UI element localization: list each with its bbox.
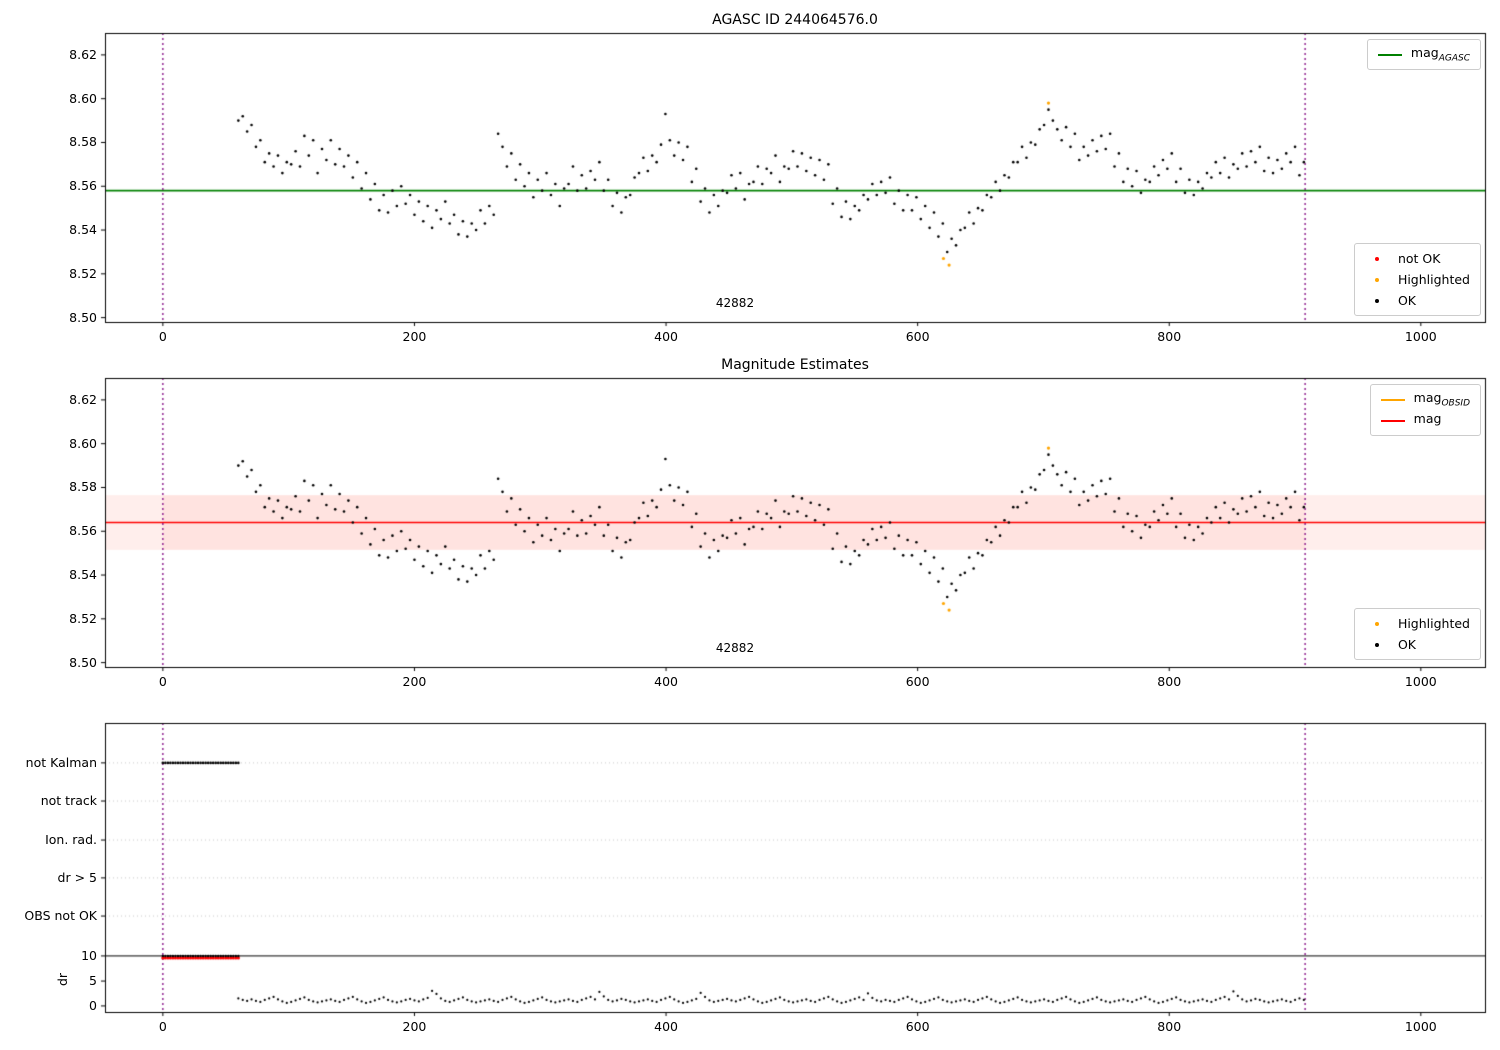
legend-label: magOBSID bbox=[1413, 390, 1470, 409]
tick-label: 8.56 bbox=[69, 178, 97, 194]
tick-label: 400 bbox=[654, 674, 678, 689]
tick-label: 8.56 bbox=[69, 523, 97, 539]
tick-label: 8.54 bbox=[69, 222, 97, 238]
tick-label: 600 bbox=[905, 1019, 930, 1034]
tick-label: OBS not OK bbox=[24, 908, 97, 924]
tick-label: 800 bbox=[1157, 1019, 1182, 1034]
green-line-swatch bbox=[1377, 53, 1402, 56]
tick-label: 1000 bbox=[1404, 674, 1437, 689]
orange-line-swatch bbox=[1380, 398, 1405, 401]
tick-label: dr > 5 bbox=[57, 869, 97, 885]
obsid-label-plot1: 42882 bbox=[715, 296, 755, 310]
tick-label: 0 bbox=[158, 674, 167, 689]
obsid-label-plot2: 42882 bbox=[715, 641, 755, 655]
plot1-title: AGASC ID 244064576.0 bbox=[712, 12, 878, 28]
legend-label: magAGASC bbox=[1410, 45, 1470, 64]
tick-label: 0 bbox=[158, 329, 167, 344]
tick-label: 5 bbox=[89, 973, 97, 989]
legend-label: OK bbox=[1397, 637, 1416, 652]
legend-entry: not OK bbox=[1365, 248, 1470, 269]
legend-mag-lines: magOBSID mag bbox=[1369, 384, 1481, 436]
tick-label: not track bbox=[40, 793, 97, 809]
tick-label: Ion. rad. bbox=[45, 832, 97, 848]
legend-point-status: not OK Highlighted OK bbox=[1353, 243, 1481, 316]
legend-entry: Highlighted bbox=[1365, 269, 1470, 290]
tick-label: 200 bbox=[402, 1019, 427, 1034]
legend-label: OK bbox=[1397, 293, 1416, 308]
legend-mag-agasc: magAGASC bbox=[1366, 39, 1481, 70]
tick-label: 0 bbox=[89, 997, 97, 1013]
tick-label: 200 bbox=[402, 329, 427, 344]
tick-label: 8.52 bbox=[69, 265, 97, 281]
legend-entry: OK bbox=[1365, 634, 1470, 655]
tick-label: 0 bbox=[158, 1019, 167, 1034]
orange-dot-swatch bbox=[1365, 621, 1389, 626]
legend-entry: mag bbox=[1380, 410, 1470, 431]
tick-label: 1000 bbox=[1404, 1019, 1437, 1034]
legend-entry: magOBSID bbox=[1380, 389, 1470, 410]
red-dot-swatch bbox=[1365, 256, 1389, 261]
tick-label: 600 bbox=[905, 329, 930, 344]
tick-label: 8.54 bbox=[69, 567, 97, 583]
tick-label: 1000 bbox=[1404, 329, 1437, 344]
tick-label: 8.62 bbox=[69, 391, 97, 407]
tick-label: 8.50 bbox=[69, 654, 97, 670]
tick-label: 8.60 bbox=[69, 90, 97, 106]
tick-label: 8.58 bbox=[69, 134, 97, 150]
legend-entry: magAGASC bbox=[1377, 44, 1470, 65]
tick-label: 800 bbox=[1157, 674, 1182, 689]
legend-label: Highlighted bbox=[1397, 272, 1470, 287]
tick-label: 8.62 bbox=[69, 46, 97, 62]
black-dot-swatch bbox=[1365, 298, 1389, 303]
tick-label: 200 bbox=[402, 674, 427, 689]
orange-dot-swatch bbox=[1365, 277, 1389, 282]
legend-label: mag bbox=[1413, 411, 1442, 427]
tick-label: 8.58 bbox=[69, 479, 97, 495]
legend-label: not OK bbox=[1397, 251, 1441, 266]
tick-label: 8.60 bbox=[69, 435, 97, 451]
tick-label: 600 bbox=[905, 674, 930, 689]
plot2-title: Magnitude Estimates bbox=[721, 357, 869, 373]
legend-point-status-2: Highlighted OK bbox=[1353, 608, 1481, 660]
legend-entry: Highlighted bbox=[1365, 613, 1470, 634]
tick-label: 10 bbox=[81, 947, 97, 963]
tick-label: 8.50 bbox=[69, 309, 97, 325]
tick-label: 400 bbox=[654, 1019, 678, 1034]
black-dot-swatch bbox=[1365, 642, 1389, 647]
tick-label: 800 bbox=[1157, 329, 1182, 344]
red-line-swatch bbox=[1380, 419, 1405, 422]
tick-label: not Kalman bbox=[25, 754, 97, 770]
legend-label: Highlighted bbox=[1397, 616, 1470, 631]
tick-label: 400 bbox=[654, 329, 678, 344]
legend-entry: OK bbox=[1365, 290, 1470, 311]
tick-label: 8.52 bbox=[69, 610, 97, 626]
